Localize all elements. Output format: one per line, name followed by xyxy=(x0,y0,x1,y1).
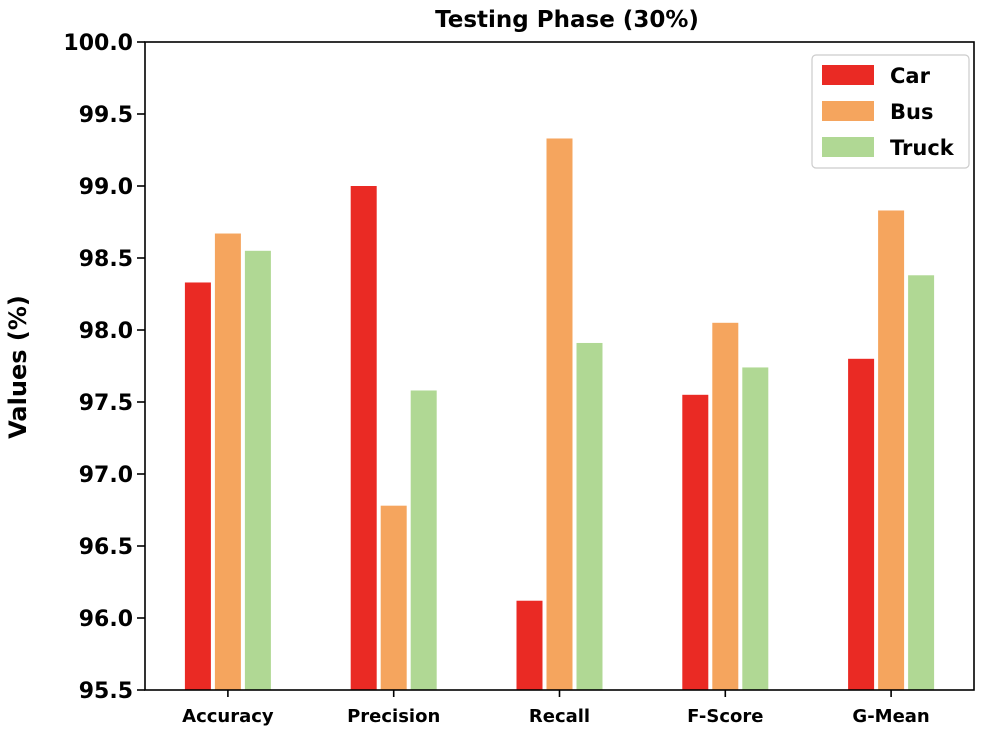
x-tick-label: F-Score xyxy=(687,706,763,727)
bar-truck-g-mean xyxy=(908,275,935,690)
bar-truck-accuracy xyxy=(244,250,271,691)
bar-truck-precision xyxy=(410,390,437,690)
y-tick-label: 97.5 xyxy=(79,391,133,416)
y-tick-label: 99.0 xyxy=(79,175,133,200)
y-tick-label: 96.0 xyxy=(79,607,133,632)
bar-bus-precision xyxy=(380,505,407,690)
bar-truck-recall xyxy=(576,342,603,690)
bar-car-g-mean xyxy=(848,358,875,690)
y-tick-label: 99.5 xyxy=(79,103,133,128)
legend-label-bus: Bus xyxy=(890,100,933,124)
x-tick-label: G-Mean xyxy=(852,706,929,727)
legend-swatch-truck xyxy=(822,137,874,157)
bar-bus-accuracy xyxy=(214,233,241,690)
plot-frame xyxy=(144,41,975,691)
y-tick-label: 100.0 xyxy=(63,31,133,56)
legend-swatch-bus xyxy=(822,101,874,121)
bars-group xyxy=(184,138,935,691)
bar-bus-g-mean xyxy=(878,210,905,691)
x-tick-label: Precision xyxy=(347,706,440,727)
y-tick-label: 97.0 xyxy=(79,463,133,488)
bar-car-accuracy xyxy=(184,282,211,690)
y-axis-label: Values (%) xyxy=(4,295,32,439)
x-axis: Accuracy Precision Recall F-Score G-Mean xyxy=(182,690,930,727)
legend: Car Bus Truck xyxy=(811,54,970,169)
legend-label-truck: Truck xyxy=(890,136,955,160)
y-tick-label: 96.5 xyxy=(79,535,133,560)
y-axis: 95.5 96.0 96.5 97.0 97.5 98.0 98.5 99.0 99.5 100.… xyxy=(63,31,145,704)
y-tick-label: 98.0 xyxy=(79,319,133,344)
bar-car-precision xyxy=(350,186,377,690)
bar-bus-recall xyxy=(546,138,573,691)
bar-truck-f-score xyxy=(742,367,769,690)
chart-title: Testing Phase (30%) xyxy=(435,7,699,33)
y-tick-label: 98.5 xyxy=(79,247,133,272)
x-tick-label: Accuracy xyxy=(182,706,274,727)
bar-bus-f-score xyxy=(712,322,739,690)
x-tick-label: Recall xyxy=(529,706,590,727)
y-tick-label: 95.5 xyxy=(79,679,133,704)
bar-car-recall xyxy=(516,600,543,690)
legend-swatch-car xyxy=(822,65,874,85)
bar-car-f-score xyxy=(682,394,709,690)
legend-label-car: Car xyxy=(890,64,931,88)
